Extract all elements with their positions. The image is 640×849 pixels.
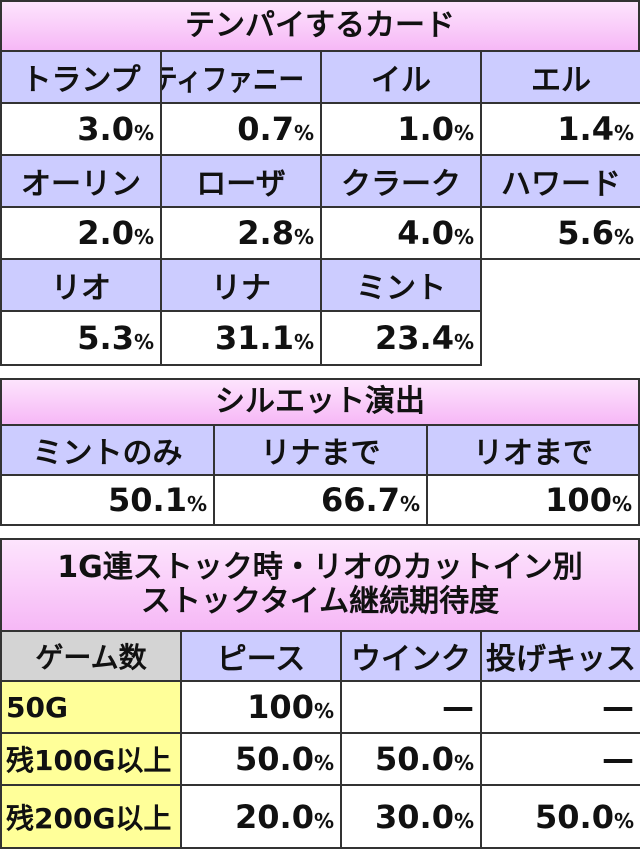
- silhouette-header-text: リオまで: [473, 436, 593, 471]
- card-name-text: トランプ: [21, 63, 141, 98]
- card-rate: 23.4%: [320, 310, 482, 366]
- stock-value: —: [480, 680, 640, 734]
- card-name-text: ハワード: [501, 167, 621, 202]
- card-name: エル: [480, 50, 640, 104]
- card-rate-text: 3.0%: [77, 110, 154, 148]
- stock-value: —: [480, 732, 640, 786]
- silhouette-value: 100%: [426, 474, 640, 526]
- section-title-text: テンパイするカード: [185, 8, 455, 44]
- card-name-text: クラーク: [341, 167, 461, 202]
- silhouette-value-text: 100%: [545, 481, 632, 519]
- card-rate-text: 4.0%: [397, 214, 474, 252]
- card-rate: 0.7%: [160, 102, 322, 156]
- silhouette-header-text: リナまで: [260, 436, 381, 471]
- stock-value-text: —: [442, 688, 474, 726]
- card-rate: 3.0%: [0, 102, 162, 156]
- silhouette-header: リナまで: [213, 424, 428, 476]
- stock-value: —: [340, 680, 482, 734]
- game-count-text: 50G: [6, 690, 68, 724]
- card-name-text: ローザ: [196, 167, 286, 202]
- stock-value: 50.0%: [180, 732, 342, 786]
- stock-value: 100%: [180, 680, 342, 734]
- silhouette-header: リオまで: [426, 424, 640, 476]
- section-title-text: シルエット演出: [215, 384, 425, 420]
- card-name: クラーク: [320, 154, 482, 208]
- card-rate-text: 2.0%: [77, 214, 154, 252]
- card-name: イル: [320, 50, 482, 104]
- stock-value: 20.0%: [180, 784, 342, 849]
- stock-value: 50.0%: [480, 784, 640, 849]
- card-name: ローザ: [160, 154, 322, 208]
- card-rate: 1.4%: [480, 102, 640, 156]
- card-rate: 2.0%: [0, 206, 162, 260]
- game-count: 残200G以上: [0, 784, 182, 849]
- card-name-text: イル: [371, 63, 431, 98]
- card-rate-text: 1.4%: [557, 110, 634, 148]
- silhouette-value: 66.7%: [213, 474, 428, 526]
- section-title: シルエット演出: [0, 378, 640, 426]
- card-name: ティファニー: [160, 50, 322, 104]
- card-name: オーリン: [0, 154, 162, 208]
- game-count: 残100G以上: [0, 732, 182, 786]
- card-name-text: オーリン: [21, 167, 141, 202]
- card-rate: 31.1%: [160, 310, 322, 366]
- card-rate-text: 0.7%: [237, 110, 314, 148]
- card-name: ハワード: [480, 154, 640, 208]
- stock-header-text: ゲーム数: [35, 641, 147, 674]
- stock-value: 30.0%: [340, 784, 482, 849]
- stock-header-text: ウインク: [351, 642, 471, 677]
- section-title: テンパイするカード: [0, 0, 640, 52]
- silhouette-value: 50.1%: [0, 474, 215, 526]
- game-count-text: 残200G以上: [6, 801, 172, 835]
- card-rate-text: 23.4%: [375, 319, 474, 357]
- silhouette-value-text: 66.7%: [321, 481, 420, 519]
- stock-header-text: 投げキッス: [486, 642, 636, 677]
- section-title-text: ストックタイム継続期待度: [140, 584, 500, 619]
- silhouette-value-text: 50.1%: [108, 481, 207, 519]
- card-name-text: エル: [531, 63, 591, 98]
- stock-value-text: —: [602, 688, 634, 726]
- card-rate-text: 2.8%: [237, 214, 314, 252]
- card-name: ミント: [320, 258, 482, 312]
- stock-value-text: 50.0%: [535, 797, 634, 836]
- stock-header: 投げキッス: [480, 630, 640, 682]
- stock-header: ピース: [180, 630, 342, 682]
- card-name: トランプ: [0, 50, 162, 104]
- stock-value: 50.0%: [340, 732, 482, 786]
- card-rate-text: 5.6%: [557, 214, 634, 252]
- card-rate: 1.0%: [320, 102, 482, 156]
- silhouette-header-text: ミントのみ: [32, 436, 183, 471]
- card-name-text: ティファニー: [160, 63, 305, 98]
- game-count: 50G: [0, 680, 182, 734]
- section-title: 1G連ストック時・リオのカットイン別 ストックタイム継続期待度: [0, 538, 640, 632]
- stock-value-text: 20.0%: [235, 797, 334, 836]
- section-title-text: 1G連ストック時・リオのカットイン別: [57, 550, 583, 586]
- card-name: リナ: [160, 258, 322, 312]
- card-name-text: リオ: [51, 271, 111, 306]
- stock-header-text: ピース: [216, 642, 306, 677]
- card-rate: 5.3%: [0, 310, 162, 366]
- card-rate-text: 5.3%: [77, 319, 154, 357]
- stock-value-text: 100%: [247, 688, 334, 726]
- silhouette-header: ミントのみ: [0, 424, 215, 476]
- stock-header: ウインク: [340, 630, 482, 682]
- card-name-text: リナ: [211, 271, 271, 306]
- stock-value-text: 50.0%: [375, 740, 474, 778]
- stock-value-text: —: [602, 740, 634, 778]
- card-rate-text: 1.0%: [397, 110, 474, 148]
- stock-value-text: 30.0%: [375, 797, 474, 836]
- game-count-text: 残100G以上: [6, 744, 172, 777]
- card-name-text: ミント: [356, 271, 446, 306]
- card-rate: 4.0%: [320, 206, 482, 260]
- stock-value-text: 50.0%: [235, 740, 334, 778]
- card-rate: 2.8%: [160, 206, 322, 260]
- card-rate-text: 31.1%: [215, 319, 314, 357]
- card-rate: 5.6%: [480, 206, 640, 260]
- stock-header: ゲーム数: [0, 630, 182, 682]
- card-name: リオ: [0, 258, 162, 312]
